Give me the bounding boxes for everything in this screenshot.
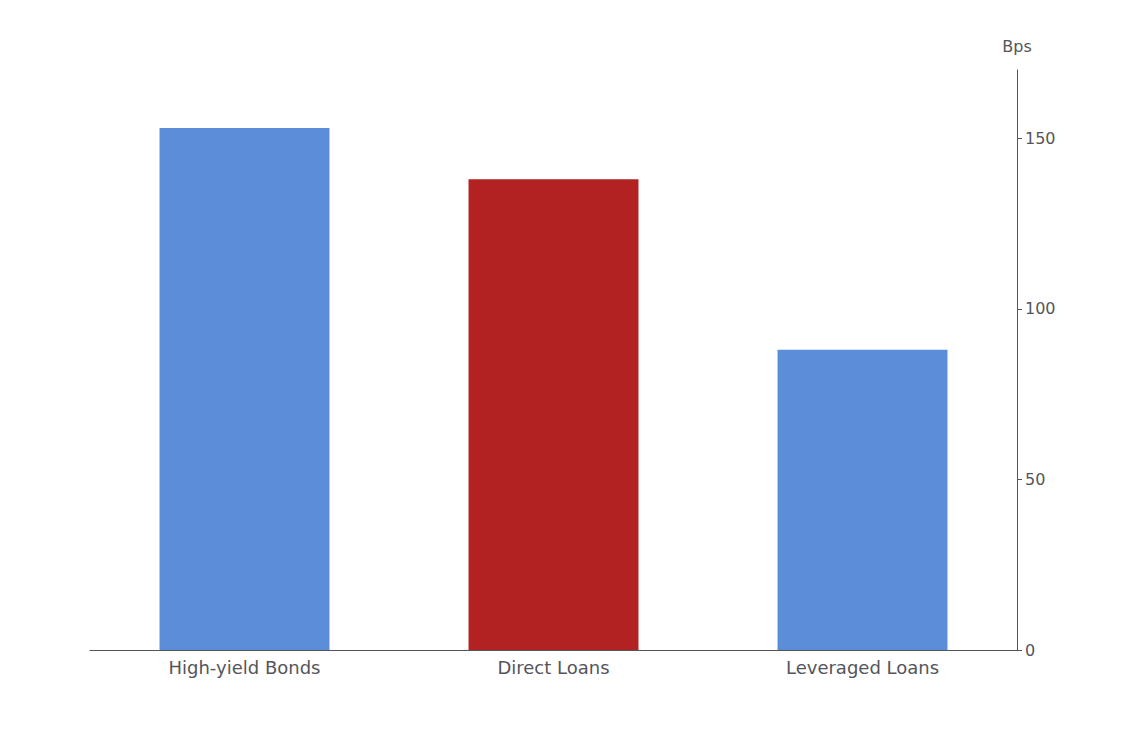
svg-text:0: 0 xyxy=(1025,641,1035,660)
svg-text:50: 50 xyxy=(1025,470,1045,489)
svg-text:100: 100 xyxy=(1025,299,1056,318)
svg-text:Bps: Bps xyxy=(1002,37,1031,56)
svg-text:Leveraged Loans: Leveraged Loans xyxy=(786,657,939,678)
svg-text:Direct Loans: Direct Loans xyxy=(497,657,609,678)
svg-text:150: 150 xyxy=(1025,129,1056,148)
svg-text:High-yield Bonds: High-yield Bonds xyxy=(169,657,321,678)
